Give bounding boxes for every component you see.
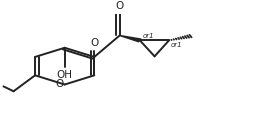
Text: O: O [115,1,124,11]
Text: or1: or1 [171,42,183,48]
Polygon shape [120,35,141,42]
Text: O: O [90,38,98,48]
Text: OH: OH [57,70,73,80]
Text: O: O [55,79,63,89]
Text: or1: or1 [143,33,155,39]
